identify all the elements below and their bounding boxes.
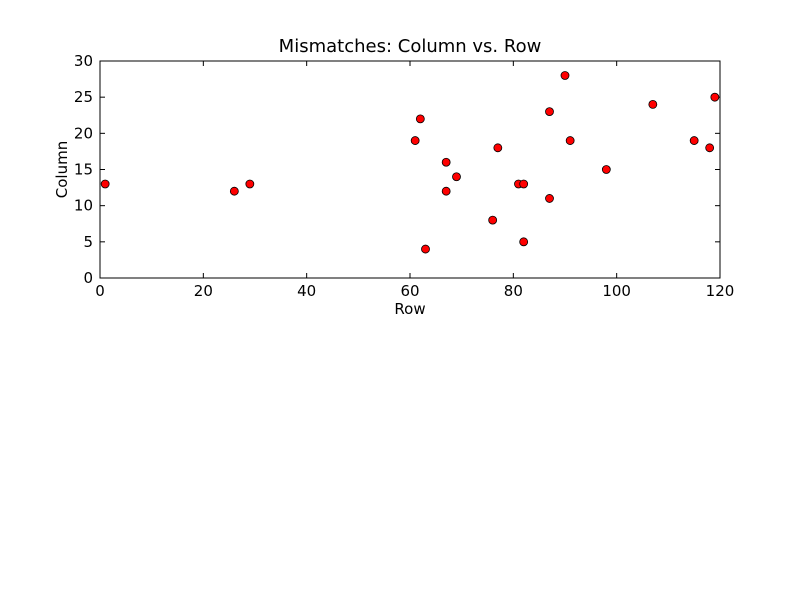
x-axis-label: Row (394, 300, 425, 318)
data-point (565, 136, 575, 145)
data-point (245, 179, 255, 189)
y-tick-label: 15 (74, 161, 93, 179)
data-point (229, 186, 239, 196)
data-point (452, 172, 461, 182)
data-points (100, 71, 720, 254)
data-point (560, 71, 570, 80)
data-point (493, 143, 503, 153)
x-tick-label: 120 (706, 282, 735, 300)
y-tick-label: 25 (74, 88, 93, 106)
data-point (601, 165, 611, 174)
data-point (421, 244, 430, 254)
x-tick-label: 80 (504, 282, 523, 300)
x-tick-label: 20 (194, 282, 213, 300)
y-axis-label: Column (53, 141, 71, 198)
data-point (441, 186, 451, 196)
data-point (441, 157, 451, 167)
data-point (519, 237, 529, 247)
data-point (710, 92, 720, 102)
x-tick-label: 100 (602, 282, 631, 300)
data-point (545, 194, 554, 203)
data-point (415, 114, 425, 124)
data-point (410, 136, 420, 145)
x-tick-label: 40 (297, 282, 316, 300)
plot-area (99, 60, 721, 279)
x-tick-label: 60 (400, 282, 419, 300)
data-point (100, 179, 110, 189)
y-tick-label: 0 (83, 269, 93, 287)
y-tick-label: 10 (74, 197, 93, 215)
chart-title: Mismatches: Column vs. Row (279, 36, 542, 57)
data-point (519, 179, 529, 189)
data-point (648, 100, 658, 109)
data-point (488, 215, 498, 225)
data-point (545, 107, 554, 117)
axis-ticks: 0 20 40 60 80 100 120 0 5 10 15 20 25 30 (74, 52, 734, 300)
y-tick-label: 5 (83, 233, 93, 251)
data-point (705, 143, 715, 153)
data-point (689, 136, 699, 145)
x-tick-label: 0 (95, 282, 105, 300)
y-tick-label: 30 (74, 52, 93, 70)
y-tick-label: 20 (74, 124, 93, 142)
